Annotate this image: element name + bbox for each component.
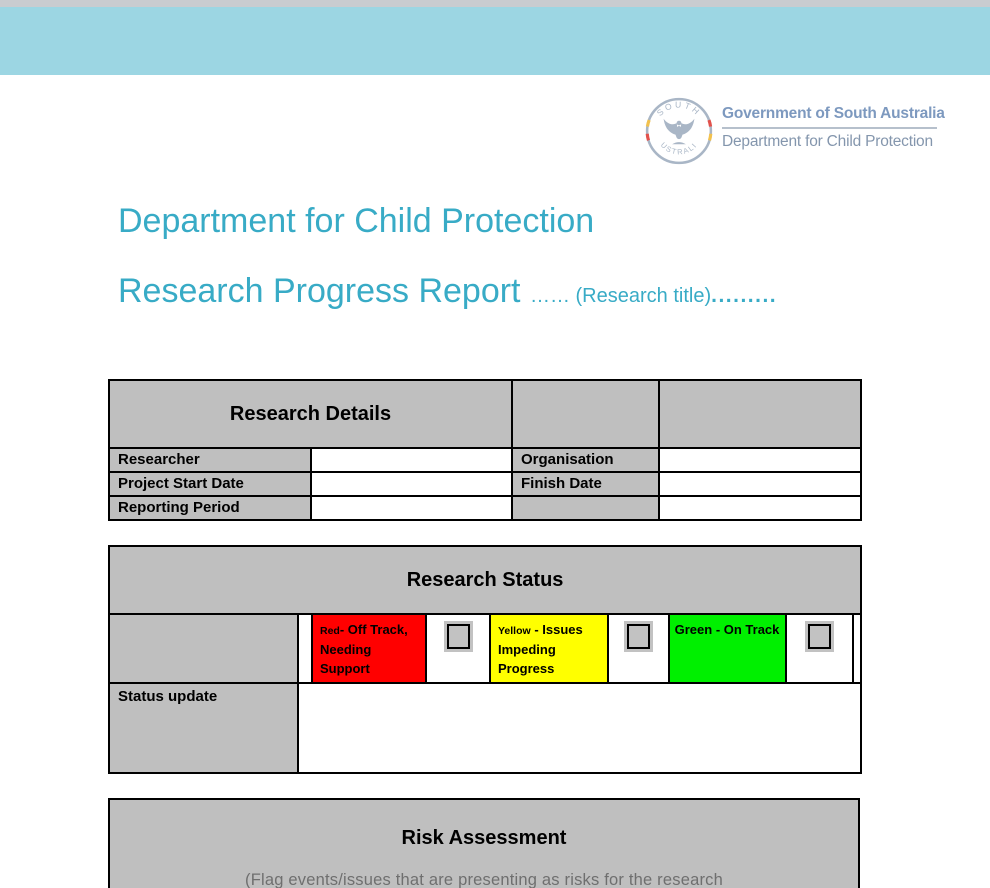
research-details-header: Research Details [107,379,514,449]
value-organisation[interactable] [658,447,863,473]
risk-assessment-header: Risk Assessment [401,827,567,849]
status-update-input[interactable] [296,682,863,774]
logo-divider [722,127,937,129]
value-reporting-period-2[interactable] [658,495,863,521]
status-yellow-checkbox-cell [607,613,670,684]
logo-dept-name: Department for Child Protection [722,133,933,150]
status-update-label: Status update [108,682,299,774]
risk-assessment-subtext: (Flag events/issues that are presenting … [245,871,723,888]
value-project-start-date[interactable] [309,471,514,497]
reporting-period-spacer [511,495,661,521]
label-finish-date: Finish Date [511,471,661,497]
status-option-yellow: Yellow - Issues Impeding Progress [489,613,609,684]
status-green-prefix: Green [674,622,713,637]
research-status-table: Research Status Red- Off Track, Needing … [107,545,863,774]
yellow-checkbox[interactable] [627,624,650,649]
report-title-main: Research Progress Report [118,272,530,310]
logo-text-block: Government of South Australia Department… [722,97,945,151]
research-details-header-spacer-1 [511,379,661,449]
top-strip [0,0,990,7]
status-red-checkbox-cell [425,613,491,684]
status-option-green: Green - On Track [668,613,787,684]
risk-assessment-section: Risk Assessment (Flag events/issues that… [108,798,860,888]
report-title-dots-trailing: ......... [711,284,778,307]
status-red-prefix: Red [320,625,340,637]
sa-government-seal-icon: SOUTH AUSTRALIA [645,97,713,165]
label-project-start-date: Project Start Date [108,471,312,497]
research-details-header-spacer-2 [658,379,863,449]
logo-org-name: Government of South Australia [722,105,945,122]
banner-band [0,7,990,75]
value-reporting-period[interactable] [309,495,514,521]
status-green-checkbox-cell [785,613,854,684]
label-researcher: Researcher [108,447,312,473]
seal-top-text: SOUTH [655,99,701,118]
status-green-label: - On Track [715,622,780,637]
status-gap-cell [297,613,313,684]
research-title-placeholder: (Research title) [575,285,712,307]
status-option-red: Red- Off Track, Needing Support [311,613,427,684]
red-checkbox[interactable] [446,624,470,649]
report-title: Research Progress Report …… (Research ti… [118,272,777,311]
government-logo: SOUTH AUSTRALIA Government of South Aust… [645,97,945,165]
status-row-spacer [108,613,299,684]
label-organisation: Organisation [511,447,661,473]
piping-shrike-bird-icon [663,118,695,145]
research-status-header: Research Status [107,545,863,615]
status-yellow-label: - Issues Impeding Progress [498,622,583,677]
research-details-table: Research Details Researcher Organisation… [107,379,863,521]
green-checkbox[interactable] [808,624,831,649]
page-title: Department for Child Protection [118,202,595,240]
value-researcher[interactable] [309,447,514,473]
report-title-dots-leading: …… [529,285,576,307]
status-end-spacer [851,613,863,684]
svg-text:SOUTH: SOUTH [655,99,704,118]
status-yellow-prefix: Yellow [498,625,531,637]
status-red-label: - Off Track, Needing Support [320,622,408,677]
label-reporting-period: Reporting Period [108,495,312,521]
value-finish-date[interactable] [658,471,863,497]
